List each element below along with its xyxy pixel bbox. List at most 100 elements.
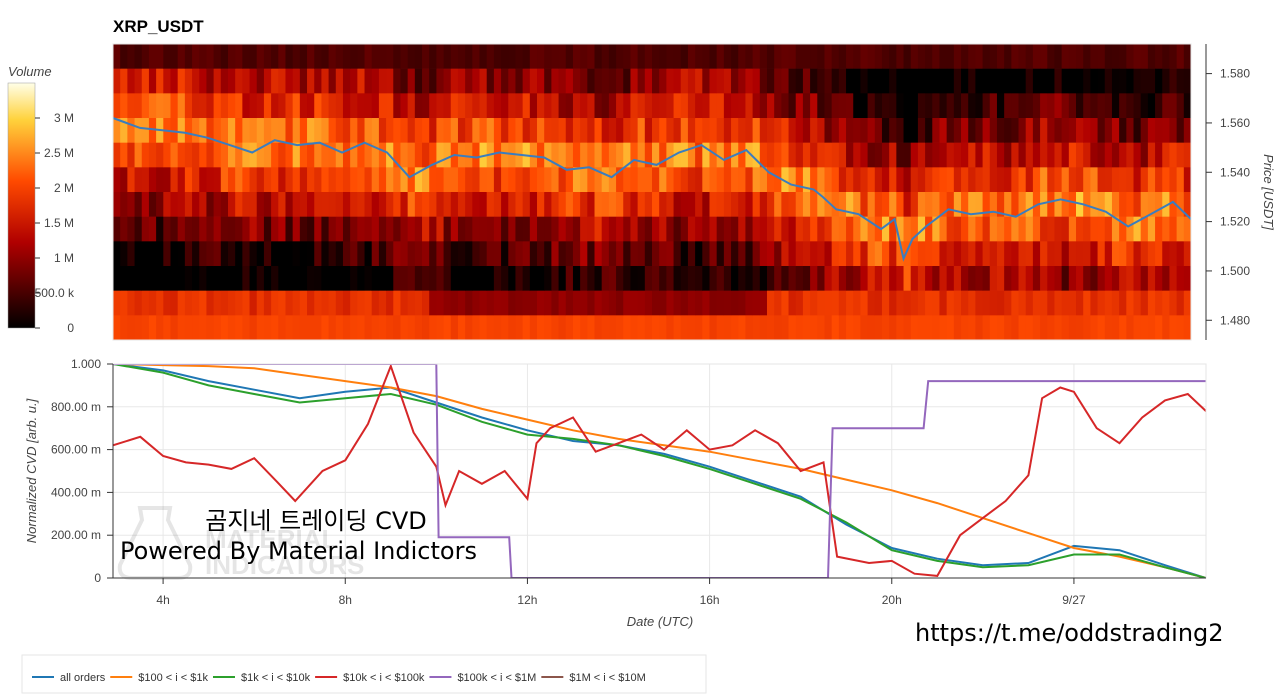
heatmap-cell [1097,93,1106,119]
heatmap-cell [364,118,373,143]
heatmap-cell [177,142,186,168]
heatmap-cell [1068,44,1077,69]
heatmap-cell [479,93,488,119]
heatmap-cell [263,192,272,217]
heatmap-cell [788,315,797,340]
heatmap-cell [616,216,624,242]
heatmap-cell [1162,216,1171,242]
heatmap-cell [680,192,689,217]
heatmap-cell [199,44,208,69]
heatmap-cell [450,68,459,94]
heatmap-cell [307,142,315,168]
heatmap-cell [996,266,1005,291]
heatmap-cell [932,290,941,316]
heatmap-cell [996,93,1005,119]
heatmap-cell [565,290,574,316]
heatmap-cell [1155,192,1163,217]
heatmap-cell [1147,266,1156,291]
heatmap-cell [278,266,287,291]
heatmap-cell [716,192,725,217]
heatmap-cell [235,118,243,143]
heatmap-cell [925,241,933,267]
heatmap-cell [623,68,632,94]
heatmap-cell [781,118,790,143]
heatmap-cell [989,118,998,143]
heatmap-cell [723,68,732,94]
heatmap-cell [1047,44,1056,69]
heatmap-cell [953,118,962,143]
heatmap-cell [774,241,782,267]
heatmap-cell [996,241,1005,267]
heatmap-cell [1133,68,1142,94]
heatmap-cell [544,241,552,267]
heatmap-cell [422,192,430,217]
heatmap-cell [1076,68,1084,94]
heatmap-cell [378,241,387,267]
heatmap-cell [968,290,976,316]
heatmap-cell [917,315,926,340]
heatmap-cell [544,290,552,316]
heatmap-cell [817,241,826,267]
heatmap-cell [515,93,524,119]
heatmap-cell [479,290,488,316]
heatmap-cell [1176,68,1185,94]
heatmap-cell [982,290,991,316]
heatmap-cell [659,315,667,340]
heatmap-cell [831,142,840,168]
heatmap-cell [1061,93,1070,119]
heatmap-cell [1061,315,1070,340]
heatmap-cell [127,93,136,119]
heatmap-cell [529,315,538,340]
heatmap-cell [594,68,603,94]
heatmap-cell [364,241,373,267]
heatmap-cell [307,241,315,267]
heatmap-cell [774,44,782,69]
heatmap-cell [299,315,308,340]
heatmap-cell [1011,266,1020,291]
heatmap-cell [256,118,265,143]
heatmap-cell [1068,142,1077,168]
heatmap-cell [1076,290,1084,316]
heatmap-cell [350,118,358,143]
heatmap-cell [896,68,905,94]
heatmap-cell [616,241,624,267]
heatmap-cell [450,266,459,291]
colorbar [7,82,36,329]
heatmap-cell [630,315,639,340]
heatmap-cell [1025,192,1034,217]
heatmap-cell [515,68,524,94]
heatmap-cell [127,167,136,193]
heatmap-cell [163,142,172,168]
heatmap-cell [1040,68,1048,94]
heatmap-cell [537,192,545,217]
heatmap-cell [321,68,330,94]
heatmap-cell [163,290,172,316]
heatmap-cell [572,315,581,340]
heatmap-cell [1004,142,1012,168]
heatmap-cell [1090,216,1099,242]
heatmap-cell [1032,266,1041,291]
heatmap-cell [860,167,869,193]
heatmap-cell [141,93,150,119]
heatmap-cell [752,241,761,267]
heatmap-cell [1025,118,1034,143]
heatmap-cell [709,93,718,119]
heatmap-cell [299,167,308,193]
heatmap-cell [371,216,380,242]
heatmap-cell [759,93,768,119]
heatmap-cell [515,118,524,143]
heatmap-cell [1011,93,1020,119]
heatmap-cell [271,167,279,193]
heatmap-cell [364,290,373,316]
heatmap-cell [1169,241,1178,267]
heatmap-cell [522,68,531,94]
heatmap-cell [716,44,725,69]
heatmap-cell [263,44,272,69]
heatmap-cell [982,241,991,267]
heatmap-cell [235,216,243,242]
heatmap-cell [565,266,574,291]
heatmap-cell [580,290,588,316]
heatmap-cell [156,93,164,119]
heatmap-cell [472,315,481,340]
heatmap-cell [177,68,186,94]
